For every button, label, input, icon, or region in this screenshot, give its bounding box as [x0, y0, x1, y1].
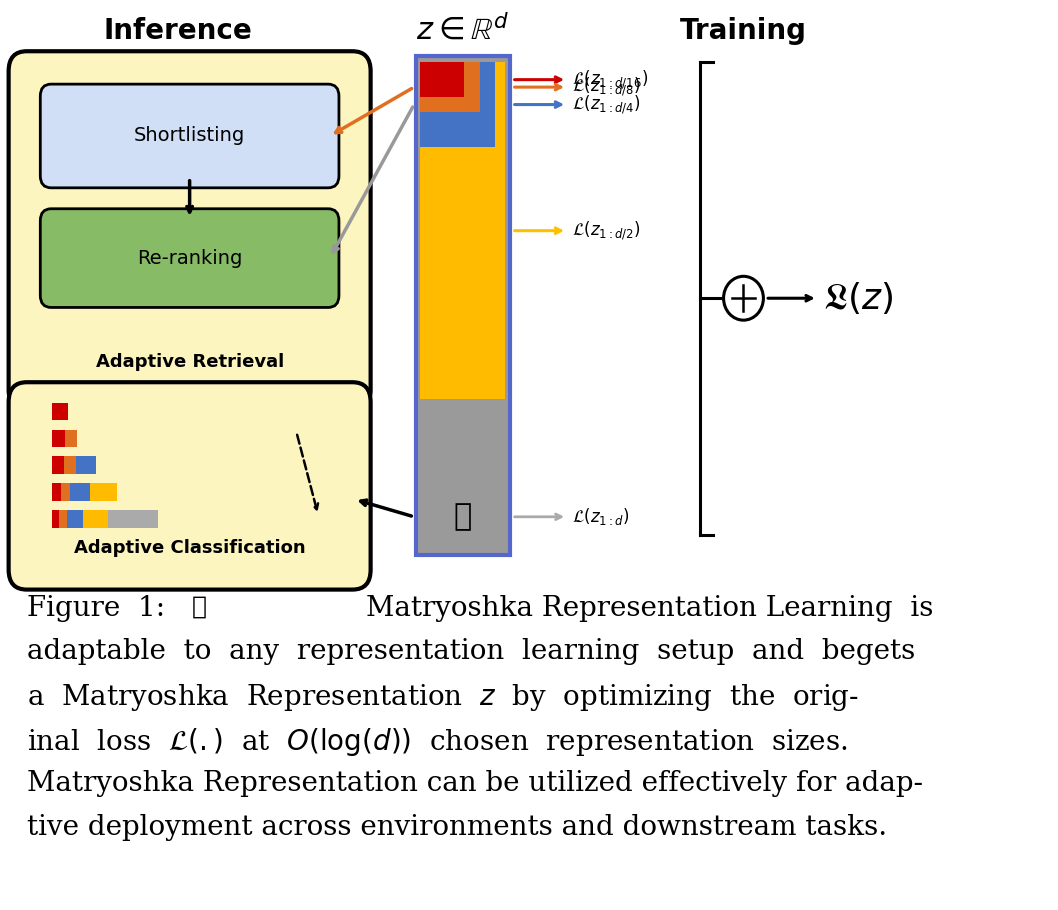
Text: $\mathcal{L}(z_{1:d/8})$: $\mathcal{L}(z_{1:d/8})$	[571, 76, 640, 98]
Text: Adaptive Classification: Adaptive Classification	[74, 539, 306, 557]
Text: Figure  1:: Figure 1:	[26, 594, 165, 622]
Bar	[70, 483, 90, 501]
Text: Matryoshka Representation Learning  is: Matryoshka Representation Learning is	[366, 594, 933, 622]
Text: 🪆: 🪆	[454, 502, 472, 531]
Text: $\mathcal{L}(z_{1:d/2})$: $\mathcal{L}(z_{1:d/2})$	[571, 219, 640, 242]
Bar	[52, 511, 59, 528]
Text: $\mathcal{L}(z_{1:d})$: $\mathcal{L}(z_{1:d})$	[571, 506, 630, 527]
Bar	[52, 402, 69, 420]
Bar	[75, 457, 95, 474]
Text: $\mathcal{L}(z_{1:d/16})$: $\mathcal{L}(z_{1:d/16})$	[571, 68, 647, 91]
Bar	[416, 56, 510, 555]
FancyBboxPatch shape	[40, 208, 339, 308]
Bar	[63, 457, 75, 474]
Bar	[420, 62, 506, 399]
Text: $z \in \mathbb{R}^d$: $z \in \mathbb{R}^d$	[417, 15, 510, 47]
Text: Re-ranking: Re-ranking	[136, 248, 242, 268]
Text: $\mathcal{L}(z_{1:d/4})$: $\mathcal{L}(z_{1:d/4})$	[571, 93, 640, 116]
Bar	[90, 483, 117, 501]
Bar	[67, 511, 83, 528]
Bar	[52, 483, 61, 501]
Bar	[52, 430, 65, 447]
Text: tive deployment across environments and downstream tasks.: tive deployment across environments and …	[26, 814, 887, 841]
Bar	[52, 457, 63, 474]
Bar	[61, 483, 70, 501]
Text: 🪆: 🪆	[191, 594, 206, 619]
Text: Shortlisting: Shortlisting	[134, 126, 245, 146]
Text: a  Matryoshka  Representation  $z$  by  optimizing  the  orig-: a Matryoshka Representation $z$ by optim…	[26, 682, 859, 713]
Text: Adaptive Retrieval: Adaptive Retrieval	[95, 353, 284, 371]
Bar	[108, 511, 158, 528]
Bar	[420, 62, 463, 97]
FancyBboxPatch shape	[8, 382, 370, 590]
FancyBboxPatch shape	[40, 84, 339, 187]
Bar	[65, 430, 77, 447]
Text: Training: Training	[680, 17, 807, 46]
Bar	[420, 62, 480, 112]
Bar	[83, 511, 108, 528]
Text: $\mathfrak{L}(z)$: $\mathfrak{L}(z)$	[823, 280, 893, 317]
Bar	[59, 511, 67, 528]
Text: Matryoshka Representation can be utilized effectively for adap-: Matryoshka Representation can be utilize…	[26, 770, 923, 797]
FancyBboxPatch shape	[8, 51, 370, 410]
Circle shape	[724, 277, 764, 320]
Text: inal  loss  $\mathcal{L}(.)$  at  $O(\log(d))$  chosen  representation  sizes.: inal loss $\mathcal{L}(.)$ at $O(\log(d)…	[26, 726, 847, 758]
Bar	[420, 62, 495, 147]
Text: Inference: Inference	[104, 17, 252, 46]
Text: adaptable  to  any  representation  learning  setup  and  begets: adaptable to any representation learning…	[26, 639, 915, 665]
